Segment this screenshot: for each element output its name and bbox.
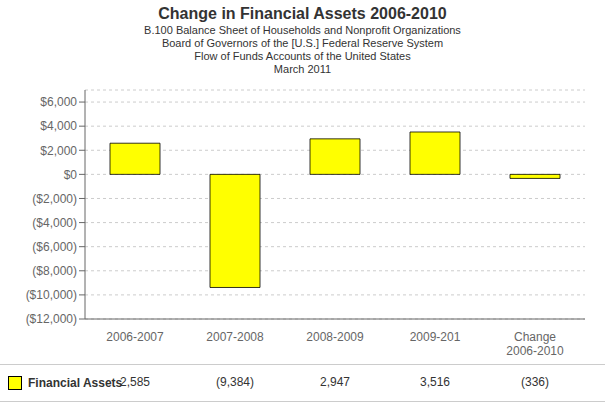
svg-text:($10,000): ($10,000) bbox=[26, 288, 77, 302]
html-text:2,585: 2,585 bbox=[120, 375, 150, 389]
html-text:B.100 Balance Sheet of Househo: B.100 Balance Sheet of Households and No… bbox=[144, 24, 461, 36]
html-text:Change in Financial Assets 200: Change in Financial Assets 2006-2010 bbox=[158, 5, 447, 22]
html-text:March 2011: March 2011 bbox=[273, 63, 332, 75]
svg-text:Change2006-2010: Change2006-2010 bbox=[506, 330, 564, 358]
html-text:3,516: 3,516 bbox=[420, 375, 450, 389]
svg-text:2006-2007: 2006-2007 bbox=[106, 330, 164, 344]
html-text:Financial Assets: Financial Assets bbox=[28, 376, 123, 390]
svg-text:($4,000): ($4,000) bbox=[32, 216, 77, 230]
svg-text:$4,000: $4,000 bbox=[40, 119, 77, 133]
svg-text:2008-2009: 2008-2009 bbox=[306, 330, 364, 344]
svg-text:$0: $0 bbox=[64, 168, 78, 182]
svg-text:2009-201: 2009-201 bbox=[410, 330, 461, 344]
svg-text:($12,000): ($12,000) bbox=[26, 312, 77, 326]
html-text:2,947: 2,947 bbox=[320, 375, 350, 389]
html-text:Board of Governors of the [U.S: Board of Governors of the [U.S.] Federal… bbox=[161, 37, 444, 49]
html-text:(9,384): (9,384) bbox=[216, 375, 254, 389]
svg-text:$6,000: $6,000 bbox=[40, 95, 77, 109]
html-text:(336): (336) bbox=[521, 375, 549, 389]
svg-text:($6,000): ($6,000) bbox=[32, 240, 77, 254]
svg-text:($2,000): ($2,000) bbox=[32, 192, 77, 206]
svg-text:$2,000: $2,000 bbox=[40, 144, 77, 158]
html-text:Flow of Funds Accounts of the: Flow of Funds Accounts of the United Sta… bbox=[194, 50, 411, 62]
svg-text:($8,000): ($8,000) bbox=[32, 264, 77, 278]
svg-text:2007-2008: 2007-2008 bbox=[206, 330, 264, 344]
